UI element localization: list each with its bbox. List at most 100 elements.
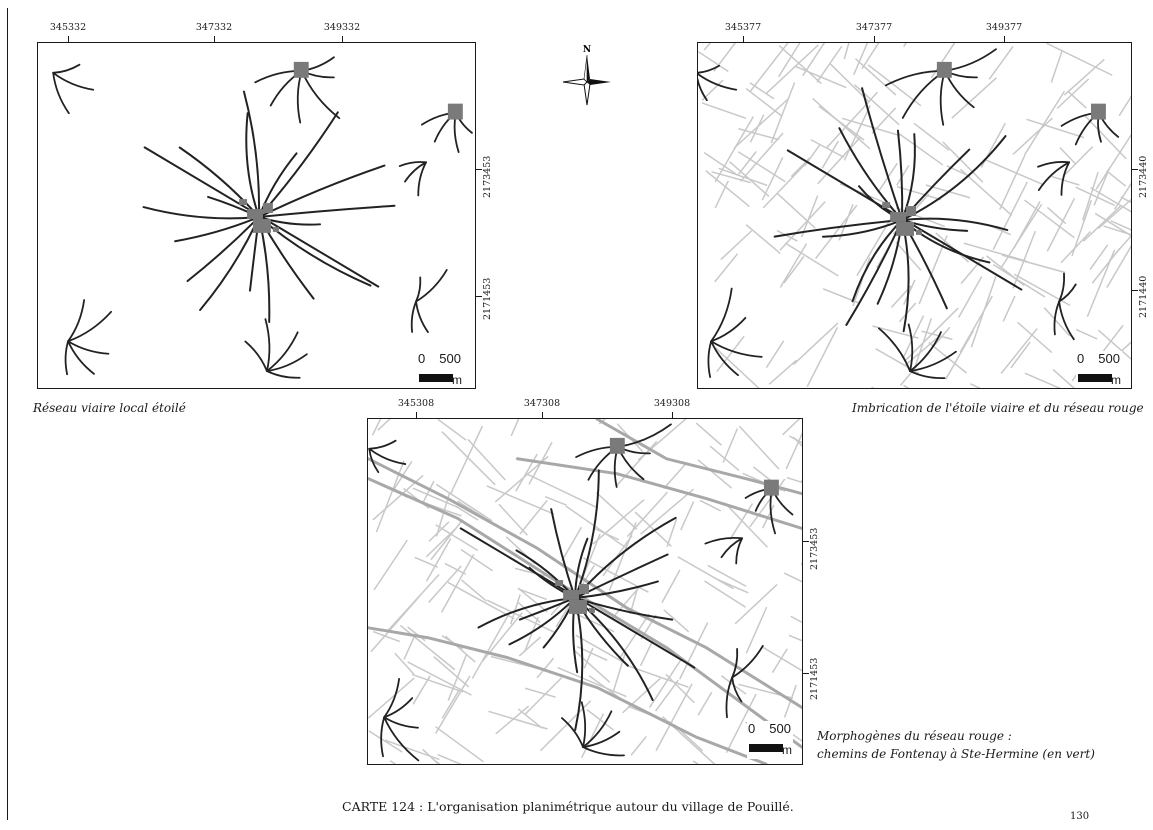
built-area	[563, 590, 580, 600]
star-road	[838, 127, 904, 221]
red-road-segment	[707, 564, 747, 587]
easting-label: 349308	[653, 398, 691, 409]
red-road-segment	[1063, 58, 1105, 96]
red-road-segment	[1000, 203, 1043, 269]
red-road-segment	[856, 209, 897, 277]
northing-label: 2171453	[809, 657, 820, 700]
red-road-segment	[1119, 341, 1131, 353]
secondary-road	[909, 350, 957, 372]
red-road-segment	[817, 136, 862, 185]
secondary-road	[710, 287, 733, 343]
secondary-road	[383, 716, 420, 762]
map-2-canvas	[698, 43, 1131, 388]
red-road-segment	[714, 116, 755, 183]
red-road-segment	[1024, 372, 1062, 388]
secondary-road	[404, 161, 427, 183]
secondary-road	[909, 370, 946, 380]
red-road-segment	[407, 626, 426, 642]
red-road-segment	[437, 753, 463, 764]
red-road-segment	[896, 186, 942, 201]
red-road-segment	[455, 505, 479, 521]
red-road-segment	[745, 606, 768, 654]
red-road-segment	[441, 689, 460, 719]
built-area	[555, 580, 564, 587]
village-pouille	[882, 202, 922, 236]
red-road-segment	[655, 683, 693, 751]
easting-label: 345377	[724, 22, 762, 33]
red-road-segment	[999, 155, 1026, 210]
coord-tick	[542, 412, 543, 418]
easting-label: 345332	[49, 22, 87, 33]
red-road-segment	[373, 539, 408, 591]
red-road-segment	[663, 609, 690, 633]
red-road-segment	[371, 419, 382, 436]
red-road-segment	[779, 243, 808, 288]
red-road-segment	[896, 165, 910, 186]
page-number: 130	[1070, 811, 1090, 822]
map-1-canvas	[52, 56, 473, 379]
red-road-segment	[1093, 166, 1111, 206]
scale-unit-label: m	[452, 373, 462, 387]
hamlet	[936, 61, 952, 78]
star-road	[821, 218, 904, 238]
red-road-segment	[903, 279, 916, 305]
red-road-segment	[524, 687, 556, 698]
secondary-road	[725, 676, 734, 719]
red-road-segment	[778, 45, 822, 85]
red-road-segment	[771, 648, 788, 674]
built-area	[247, 209, 263, 219]
secondary-road	[1060, 161, 1070, 196]
red-road-segment	[536, 657, 555, 679]
star-road	[242, 90, 261, 218]
red-road-segment	[368, 677, 415, 719]
secondary-road	[415, 269, 448, 303]
secondary-road	[67, 299, 86, 343]
red-road-segment	[825, 91, 878, 149]
red-road-segment	[992, 181, 1028, 250]
red-road-segment	[1090, 187, 1131, 213]
built-area	[272, 226, 279, 232]
secondary-road	[731, 644, 764, 679]
red-road-segment	[733, 98, 789, 149]
hamlet	[609, 437, 625, 454]
red-road-segment	[903, 384, 910, 388]
scale-bar: 0 500 m	[1076, 351, 1122, 388]
red-road-segment	[1082, 205, 1121, 242]
secondary-road	[383, 677, 401, 719]
red-road-segment	[983, 158, 1044, 186]
red-road-segment	[714, 253, 739, 283]
hamlet	[447, 103, 463, 120]
red-road-segment	[435, 483, 493, 522]
red-road-segment	[611, 586, 641, 620]
secondary-road	[264, 318, 271, 372]
coord-tick	[1132, 169, 1138, 170]
red-road-segment	[843, 43, 850, 60]
red-road-segment	[782, 419, 801, 436]
secondary-road	[1037, 161, 1070, 192]
secondary-road	[410, 300, 417, 333]
red-road-segment	[716, 335, 745, 373]
red-road-segment	[1023, 90, 1066, 156]
red-road-segment	[1084, 115, 1127, 160]
secondary-road	[67, 340, 110, 355]
red-road-segment	[680, 501, 695, 531]
red-road-segment	[517, 708, 543, 729]
secondary-road	[1058, 272, 1066, 303]
star-road	[178, 146, 260, 218]
red-road-segment	[697, 459, 733, 489]
red-road-segment	[942, 141, 984, 183]
red-road-segment	[368, 730, 403, 753]
red-road-segment	[622, 677, 661, 714]
red-road-segment	[428, 565, 462, 603]
scale-bar-graphic	[419, 374, 453, 382]
red-road-segment	[986, 255, 1025, 287]
secondary-road	[368, 447, 407, 465]
red-road-segment	[738, 128, 780, 141]
red-road-segment	[1000, 328, 1038, 374]
red-road-segment	[421, 480, 435, 505]
red-road-segment	[806, 326, 839, 387]
secondary-road	[417, 161, 427, 197]
red-road-segment	[425, 537, 452, 582]
red-road-segment	[447, 581, 515, 620]
red-road-segment	[663, 461, 688, 489]
